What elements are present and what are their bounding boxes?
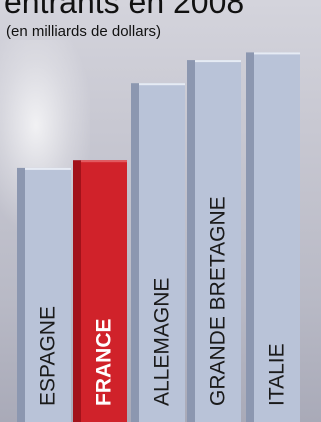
category-label-france: FRANCE bbox=[93, 319, 116, 407]
bar-shade-italie bbox=[246, 52, 254, 422]
bar-espagne bbox=[25, 167, 71, 422]
bar-shade-allemagne bbox=[131, 83, 139, 422]
bar-top-highlight-grande-bretagne bbox=[195, 60, 241, 63]
bar-group-espagne: ESPAGNE bbox=[17, 167, 71, 422]
bar-allemagne bbox=[139, 83, 185, 422]
bar-group-grande-bretagne: GRANDE BRETAGNE bbox=[187, 60, 241, 422]
category-label-italie: ITALIE bbox=[266, 343, 289, 406]
bar-shade-espagne bbox=[17, 167, 25, 422]
bar-grande-bretagne bbox=[195, 60, 241, 422]
bar-group-italie: ITALIE bbox=[246, 52, 300, 422]
bar-shade-france bbox=[73, 160, 81, 422]
category-label-allemagne: ALLEMAGNE bbox=[151, 278, 174, 406]
bar-shade-grande-bretagne bbox=[187, 60, 195, 422]
category-label-espagne: ESPAGNE bbox=[37, 306, 60, 406]
bar-top-highlight-france bbox=[81, 160, 127, 163]
bar-group-france: FRANCE bbox=[73, 160, 127, 422]
category-label-grande-bretagne: GRANDE BRETAGNE bbox=[207, 196, 230, 406]
bar-italie bbox=[254, 52, 300, 422]
chart-subtitle: (en milliards de dollars) bbox=[6, 23, 162, 40]
bar-top-highlight-allemagne bbox=[139, 83, 185, 86]
bar-france bbox=[81, 160, 127, 422]
bar-top-highlight-espagne bbox=[25, 167, 71, 170]
bar-top-highlight-italie bbox=[254, 52, 300, 55]
bar-group-allemagne: ALLEMAGNE bbox=[131, 83, 185, 422]
chart-title: entrants en 2008 bbox=[4, 0, 245, 20]
